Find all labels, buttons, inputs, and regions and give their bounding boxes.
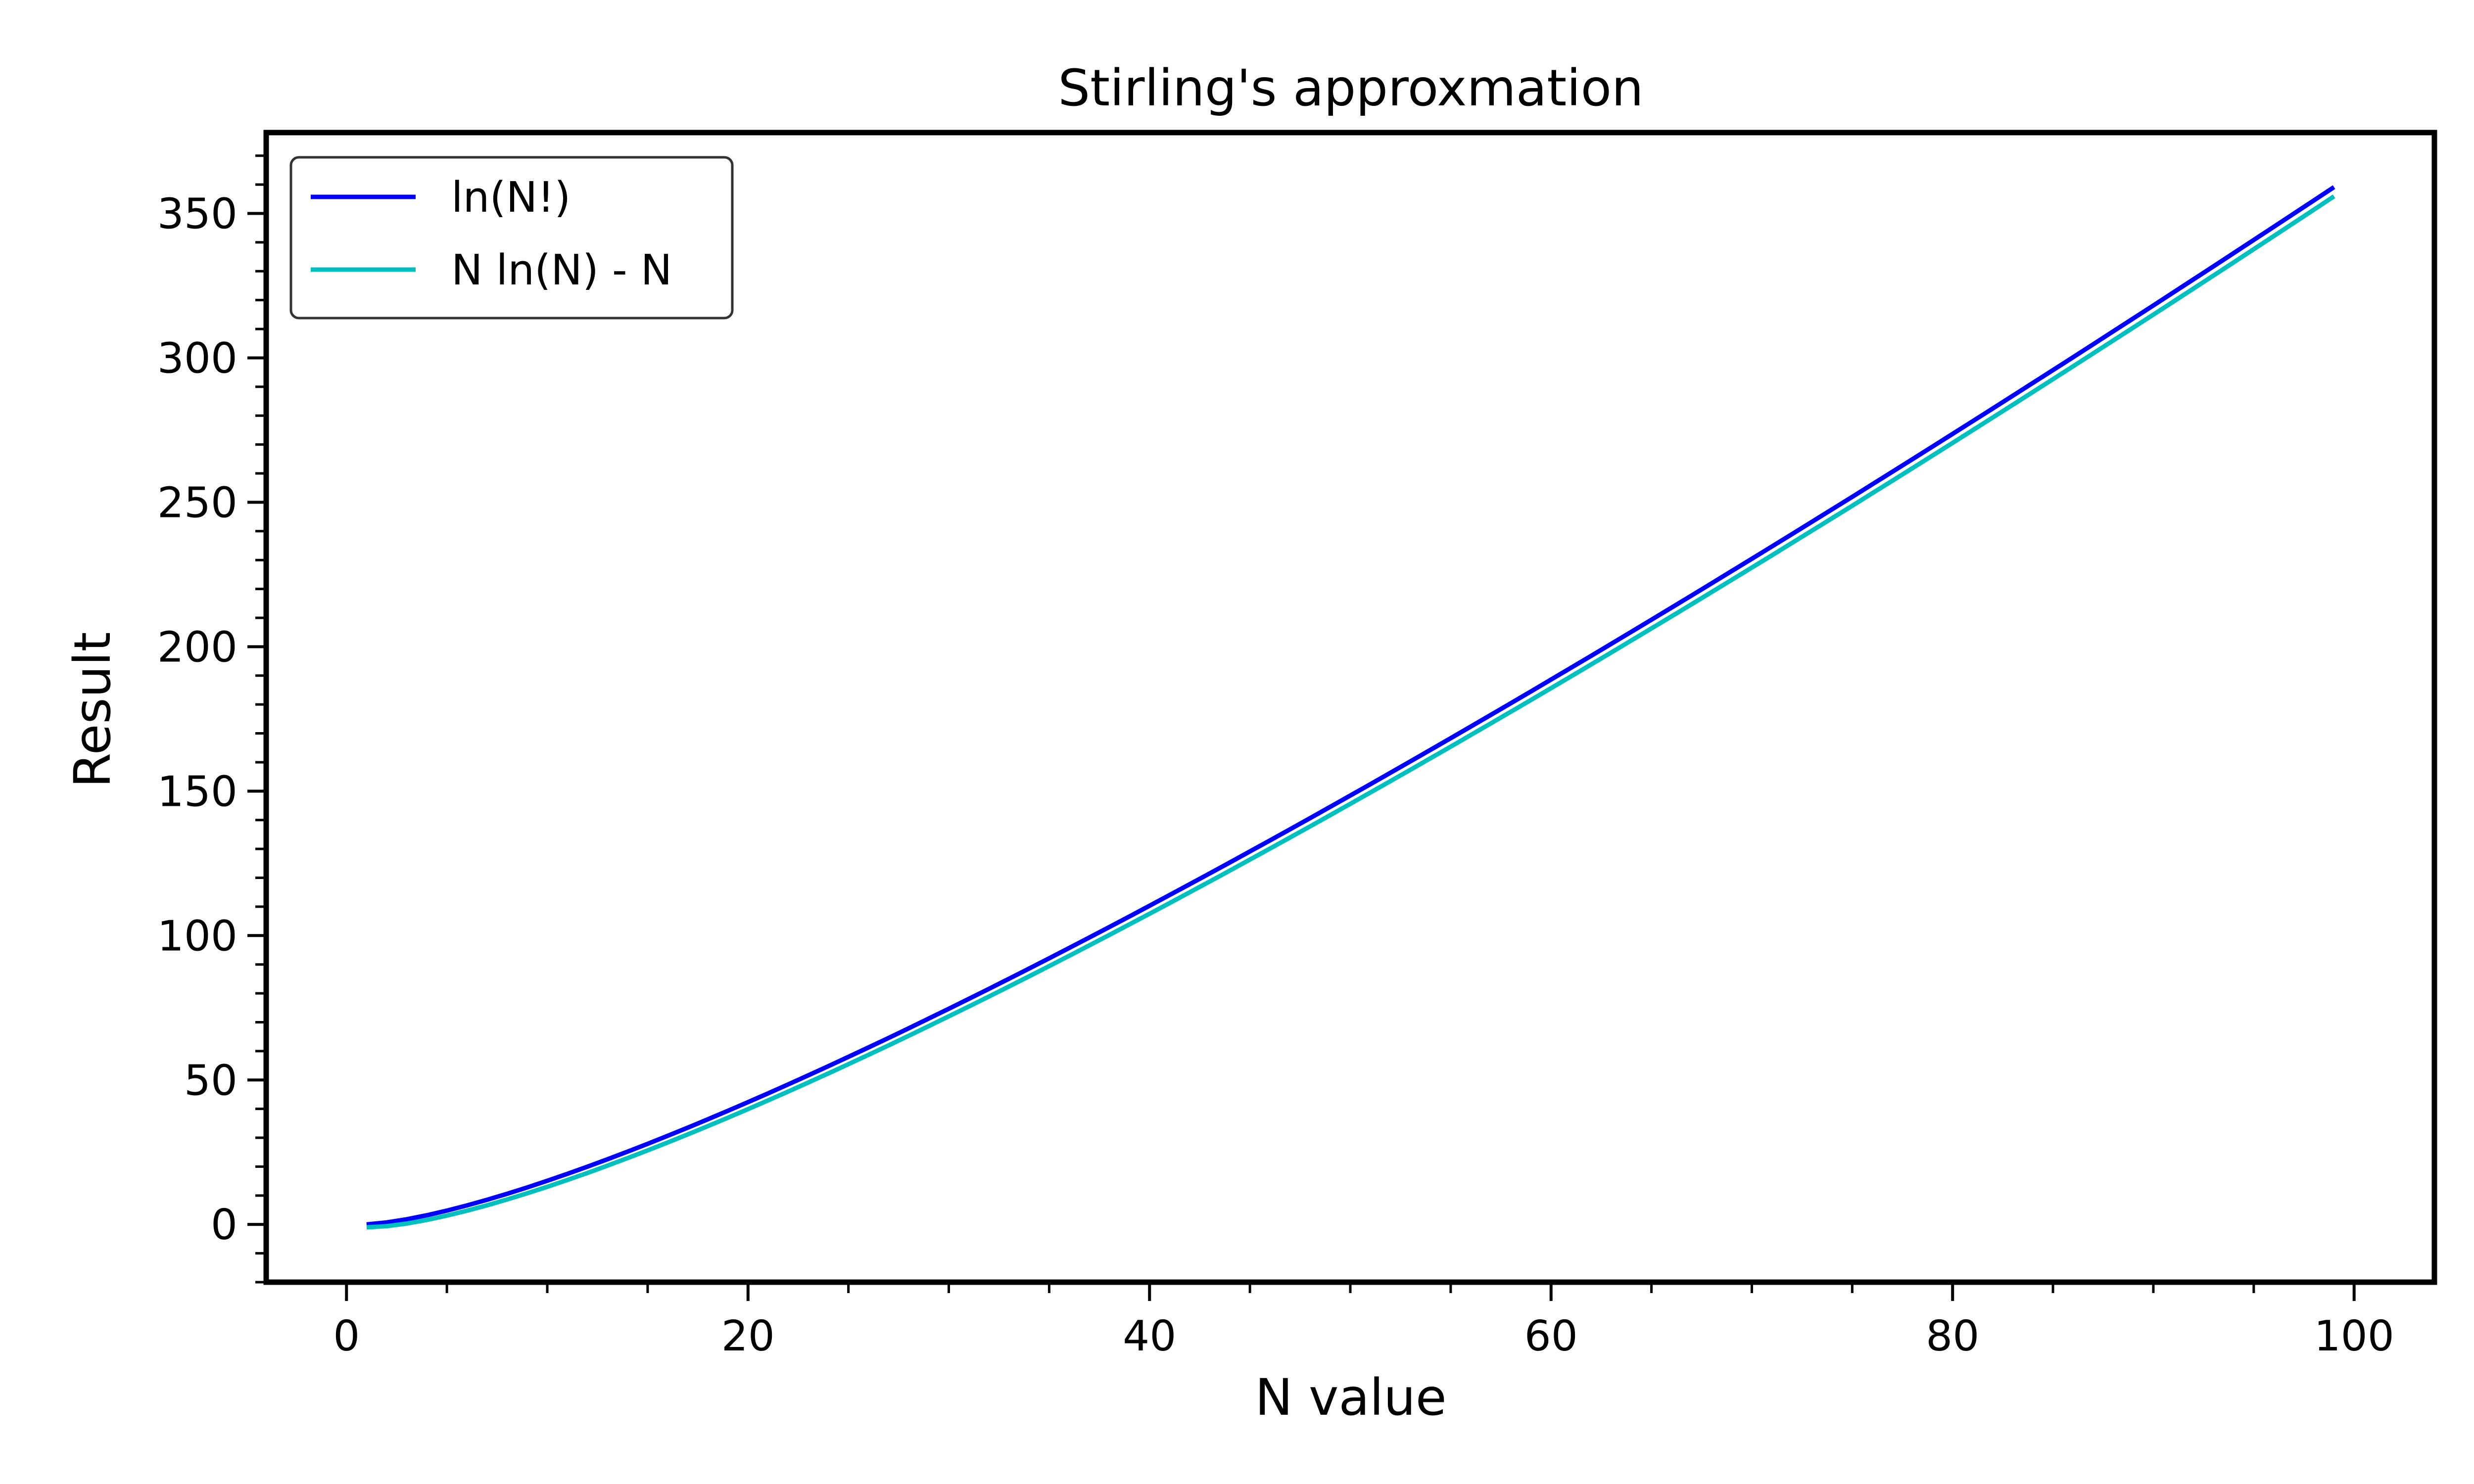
y-tick-label: 100: [157, 912, 238, 961]
x-tick-label: 0: [333, 1312, 360, 1361]
x-tick-label: 20: [721, 1312, 775, 1361]
series-line-ln-factorial: [366, 185, 2335, 1227]
x-tick-label: 60: [1524, 1312, 1578, 1361]
x-tick-label: 100: [2314, 1312, 2394, 1361]
y-tick-label: 150: [157, 767, 238, 816]
y-axis-label: Result: [63, 632, 122, 788]
chart-title: Stirling's approxmation: [1058, 59, 1643, 118]
series-lines: [366, 185, 2335, 1230]
y-tick-label: 350: [157, 189, 238, 238]
y-tick-label: 300: [157, 334, 238, 383]
legend: ln(N!) N ln(N) - N: [289, 156, 734, 320]
legend-label-stirling: N ln(N) - N: [451, 246, 672, 295]
y-tick-label: 250: [157, 478, 238, 527]
y-tick-labels: 0 50 100 150 200 250 300 350: [157, 189, 238, 1250]
plot-frame: [263, 130, 2437, 1285]
y-tick-label: 0: [211, 1201, 238, 1250]
x-tick-label: 40: [1123, 1312, 1176, 1361]
x-tick-label: 80: [1926, 1312, 1979, 1361]
series-line-stirling: [366, 194, 2335, 1230]
x-axis-label: N value: [1255, 1368, 1446, 1427]
major-ticks: [247, 212, 2356, 1301]
x-tick-labels: 0 20 40 60 80 100: [333, 1312, 2394, 1361]
legend-label-ln-factorial: ln(N!): [451, 173, 571, 222]
y-tick-label: 50: [184, 1056, 238, 1105]
y-tick-label: 200: [157, 623, 238, 672]
